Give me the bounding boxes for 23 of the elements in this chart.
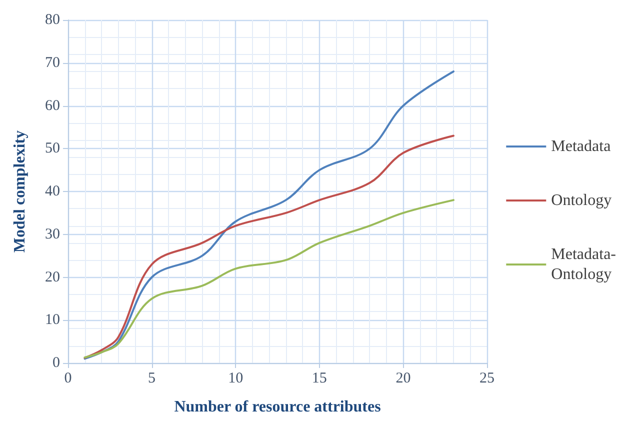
y-tick-label: 20 [45, 269, 60, 286]
x-tick-label: 10 [228, 370, 244, 386]
y-tick-label: 0 [52, 355, 60, 371]
y-tick-label: 30 [45, 226, 60, 242]
y-tick-label: 10 [45, 312, 60, 328]
x-tick-label: 5 [148, 370, 156, 386]
line-series [84, 70, 454, 360]
y-tick-label: 70 [45, 54, 60, 71]
x-tick-label: 15 [312, 370, 327, 386]
x-tick-label: 20 [396, 370, 411, 386]
y-tick-label: 40 [45, 184, 60, 200]
x-tick-label: 25 [480, 370, 494, 386]
legend-label: Metadata- Ontology [551, 246, 616, 283]
legend-label: Metadata [551, 138, 611, 155]
line-series [84, 199, 454, 358]
y-tick-label: 50 [45, 140, 60, 157]
x-tick-label: 0 [64, 370, 72, 386]
y-axis-title: Model complexity [12, 130, 28, 253]
line-series [84, 134, 454, 359]
legend-label: Ontology [551, 192, 612, 209]
y-tick-label: 80 [45, 12, 60, 28]
x-axis-title: Number of resource attributes [174, 398, 381, 416]
y-tick-label: 60 [45, 98, 60, 114]
